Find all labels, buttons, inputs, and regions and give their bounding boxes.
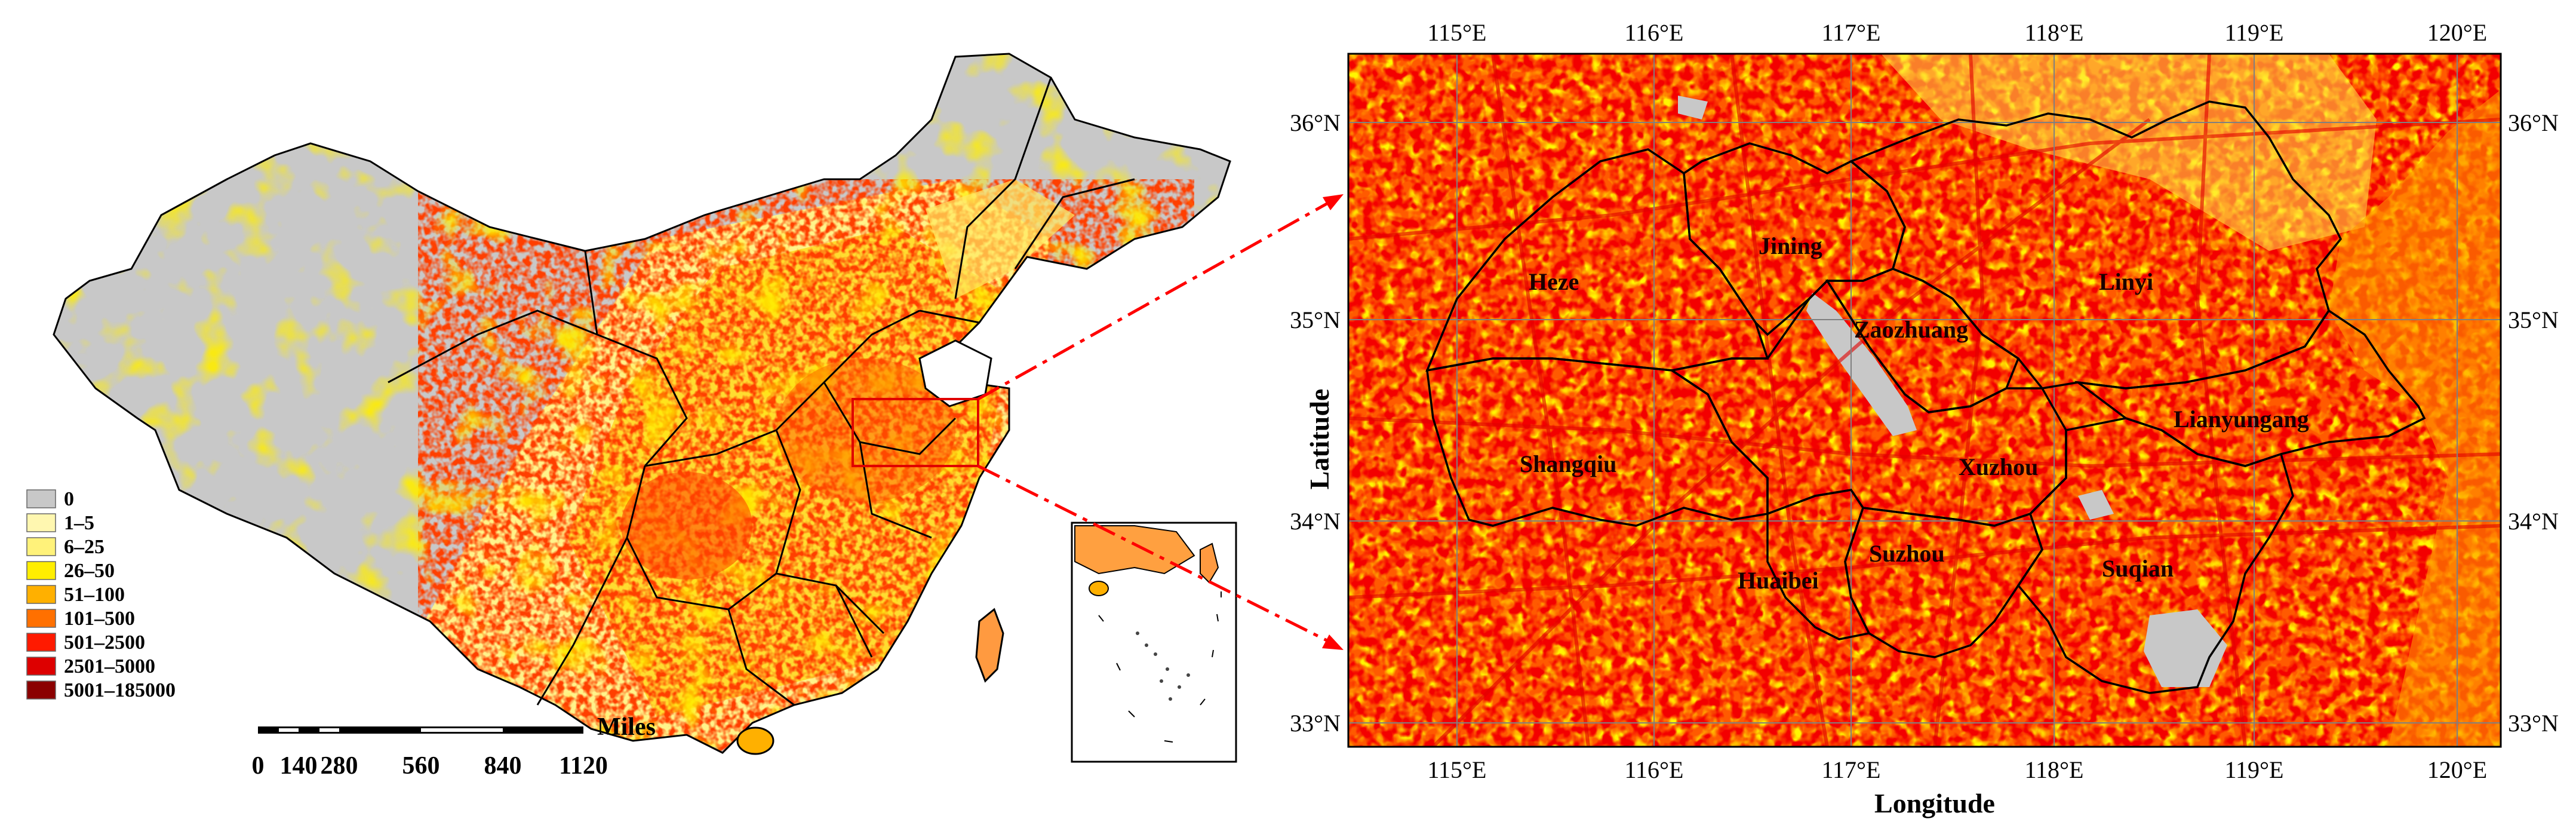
scale-tick-label: 280 (321, 752, 358, 780)
detail-frame (1347, 53, 2502, 748)
scale-bar-seg (319, 728, 339, 732)
legend-swatch (26, 609, 56, 628)
scale-bar: Miles 0 140 280 560 840 1120 (252, 713, 656, 780)
detail-tick-labels: 115°E 116°E 117°E 118°E 119°E 120°E 115°… (1290, 19, 2559, 783)
inset-islands (1136, 631, 1190, 701)
detail-map: Heze Jining Zaozhuang Linyi Lianyungang … (1290, 19, 2559, 818)
lon-tick-top: 117°E (1822, 19, 1881, 46)
legend-swatch (26, 633, 56, 652)
nine-dash-line (1098, 591, 1222, 743)
lat-tick-right: 35°N (2508, 306, 2559, 333)
lat-tick-left: 33°N (1290, 710, 1341, 737)
legend-label: 5001–185000 (64, 679, 176, 701)
city-label-zaozhuang: Zaozhuang (1854, 316, 1968, 343)
city-label-shangqiu: Shangqiu (1520, 450, 1616, 477)
lon-tick-bottom: 119°E (2225, 756, 2284, 783)
legend-label: 1–5 (64, 512, 94, 534)
luoma-lake (2078, 490, 2114, 520)
boundary-shangqiu (1426, 357, 1769, 527)
province-boundaries (53, 53, 1231, 754)
legend-swatch (26, 585, 56, 604)
legend-label: 501–2500 (64, 631, 145, 654)
legend-swatch (26, 657, 56, 676)
city-label-xuzhou: Xuzhou (1959, 453, 2038, 480)
lat-tick-right: 36°N (2508, 109, 2559, 136)
legend: 01–56–2526–5051–100101–500501–25002501–5… (26, 488, 176, 701)
lon-tick-bottom: 115°E (1428, 756, 1487, 783)
study-area-box (852, 398, 979, 467)
legend-label: 6–25 (64, 536, 104, 558)
city-label-suzhou: Suzhou (1869, 540, 1945, 567)
legend-label: 26–50 (64, 560, 115, 582)
inset-hainan (1089, 581, 1109, 596)
weishan-lake (1806, 293, 1917, 436)
city-boundaries (1425, 100, 2426, 694)
northeast-band (926, 179, 1075, 299)
city-label-heze: Heze (1529, 268, 1579, 295)
legend-swatch (26, 537, 56, 556)
inset-mainland (1074, 525, 1195, 575)
yellow-patches (54, 54, 1230, 753)
scale-bar-bg (258, 726, 583, 734)
lon-tick-bottom: 117°E (1822, 756, 1881, 783)
lon-tick-bottom: 118°E (2025, 756, 2084, 783)
south-china-sea-inset (1071, 522, 1237, 763)
scale-tick-label: 560 (402, 752, 440, 780)
zoom-arrows (977, 194, 1344, 650)
x-axis-title: Longitude (1874, 788, 1995, 818)
hainan-island (736, 726, 774, 755)
sichuan-basin (621, 472, 752, 580)
lat-tick-right: 33°N (2508, 710, 2559, 737)
legend-label: 101–500 (64, 608, 135, 630)
dongping-lake (1678, 96, 1708, 119)
lon-tick-top: 118°E (2025, 19, 2084, 46)
lat-tick-left: 35°N (1290, 306, 1341, 333)
city-label-jining: Jining (1759, 232, 1822, 259)
city-labels: Heze Jining Zaozhuang Linyi Lianyungang … (1520, 232, 2309, 594)
lon-tick-bottom: 116°E (1625, 756, 1684, 783)
city-label-huaibei: Huaibei (1738, 567, 1819, 594)
scale-tick-label: 140 (280, 752, 318, 780)
scale-tick-label: 0 (252, 752, 265, 780)
lon-tick-top: 116°E (1625, 19, 1684, 46)
detail-gridlines (1348, 54, 2501, 747)
scale-tick-label: 1120 (559, 752, 608, 780)
city-label-lianyungang: Lianyungang (2174, 406, 2309, 433)
boundary-suqian (2016, 417, 2294, 694)
detail-yellow-north (1881, 54, 2377, 251)
upper-arrow (977, 197, 1338, 401)
inset-taiwan (1200, 542, 1219, 584)
legend-swatch (26, 513, 56, 532)
china-overview-map (53, 53, 1231, 755)
scale-tick-labels: 0 140 280 560 840 1120 (252, 752, 608, 780)
lower-arrow (977, 464, 1338, 647)
city-label-linyi: Linyi (2099, 268, 2153, 295)
legend-label: 2501–5000 (64, 655, 155, 677)
scale-bar-seg (279, 728, 299, 732)
taiwan-island (975, 608, 1004, 683)
lat-tick-right: 34°N (2508, 508, 2559, 535)
lon-tick-top: 119°E (2225, 19, 2284, 46)
scale-bar-unit: Miles (597, 713, 656, 741)
lon-tick-top: 120°E (2427, 19, 2487, 46)
lon-tick-top: 115°E (1428, 19, 1487, 46)
hongze-lake (2144, 609, 2227, 687)
y-axis-title: Latitude (1304, 389, 1335, 490)
legend-label: 0 (64, 488, 74, 510)
scale-tick-label: 840 (484, 752, 522, 780)
lat-tick-left: 36°N (1290, 109, 1341, 136)
boundary-huaibei (1766, 489, 1871, 640)
lat-tick-left: 34°N (1290, 508, 1341, 535)
legend-swatch (26, 561, 56, 580)
legend-swatch (26, 489, 56, 508)
lower-arrowhead (1322, 634, 1344, 650)
legend-swatch (26, 680, 56, 700)
city-label-suqian: Suqian (2102, 555, 2174, 582)
scale-bar-seg (421, 728, 503, 732)
upper-arrowhead (1323, 194, 1344, 210)
lon-tick-bottom: 120°E (2427, 756, 2487, 783)
legend-label: 51–100 (64, 584, 125, 606)
